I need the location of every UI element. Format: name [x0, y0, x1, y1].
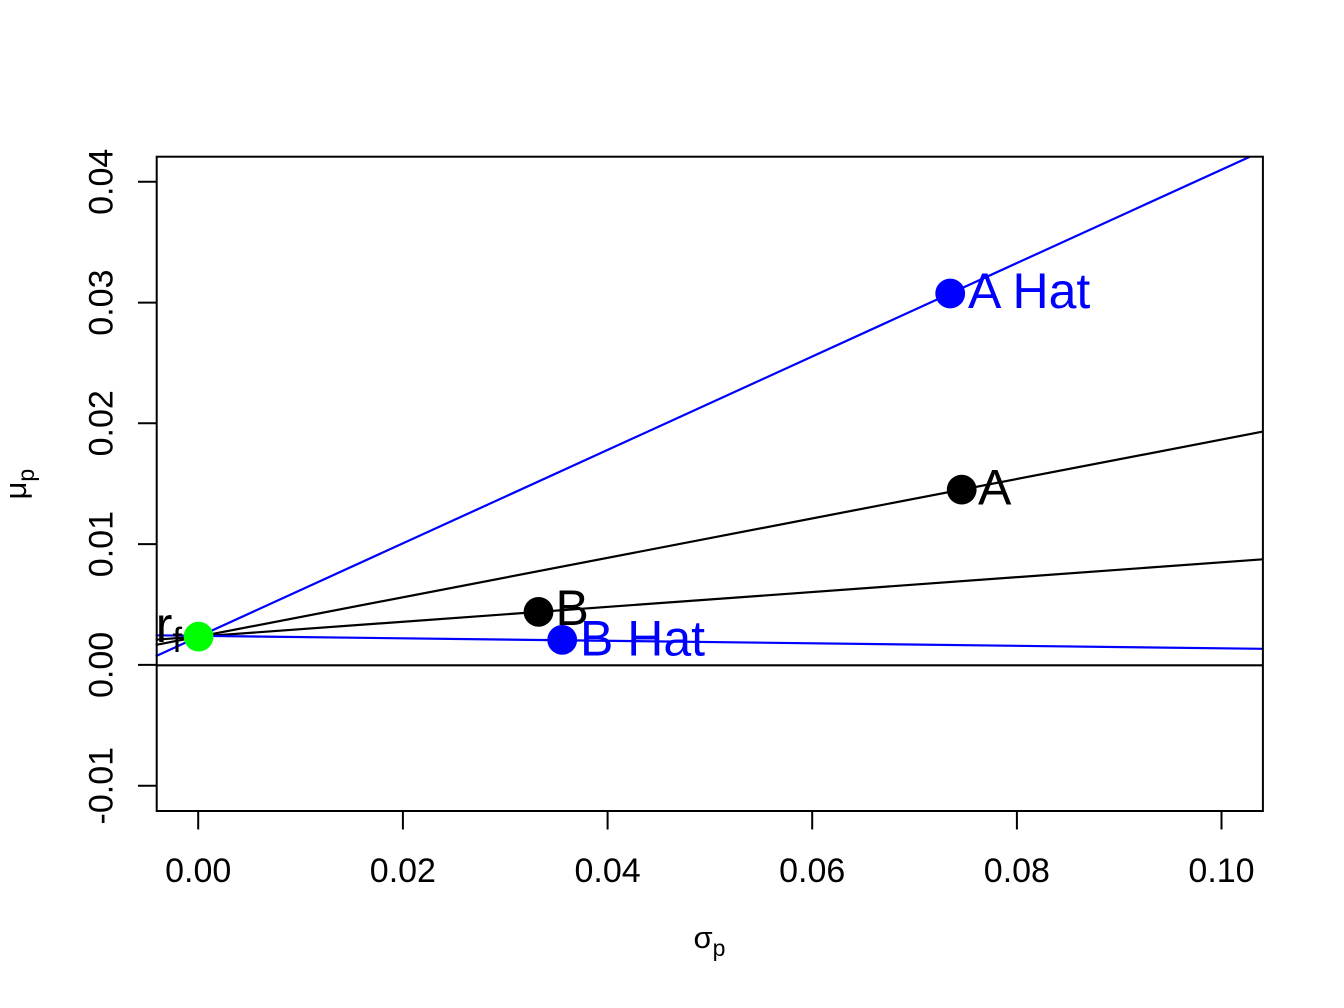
svg-text:B: B	[556, 580, 589, 636]
svg-text:0.01: 0.01	[83, 511, 121, 577]
svg-text:0.02: 0.02	[83, 390, 121, 456]
svg-text:-0.01: -0.01	[83, 747, 121, 825]
svg-text:0.00: 0.00	[165, 852, 231, 890]
svg-text:0.06: 0.06	[779, 852, 845, 890]
svg-text:A Hat: A Hat	[968, 263, 1090, 319]
svg-text:0.08: 0.08	[984, 852, 1050, 890]
svg-text:B Hat: B Hat	[580, 610, 705, 666]
svg-text:A: A	[978, 460, 1012, 516]
svg-text:0.04: 0.04	[575, 852, 641, 890]
svg-text:0.10: 0.10	[1188, 852, 1254, 890]
svg-text:0.04: 0.04	[83, 149, 121, 215]
svg-text:0.03: 0.03	[83, 270, 121, 336]
svg-text:0.02: 0.02	[370, 852, 436, 890]
svg-text:0.00: 0.00	[83, 632, 121, 698]
